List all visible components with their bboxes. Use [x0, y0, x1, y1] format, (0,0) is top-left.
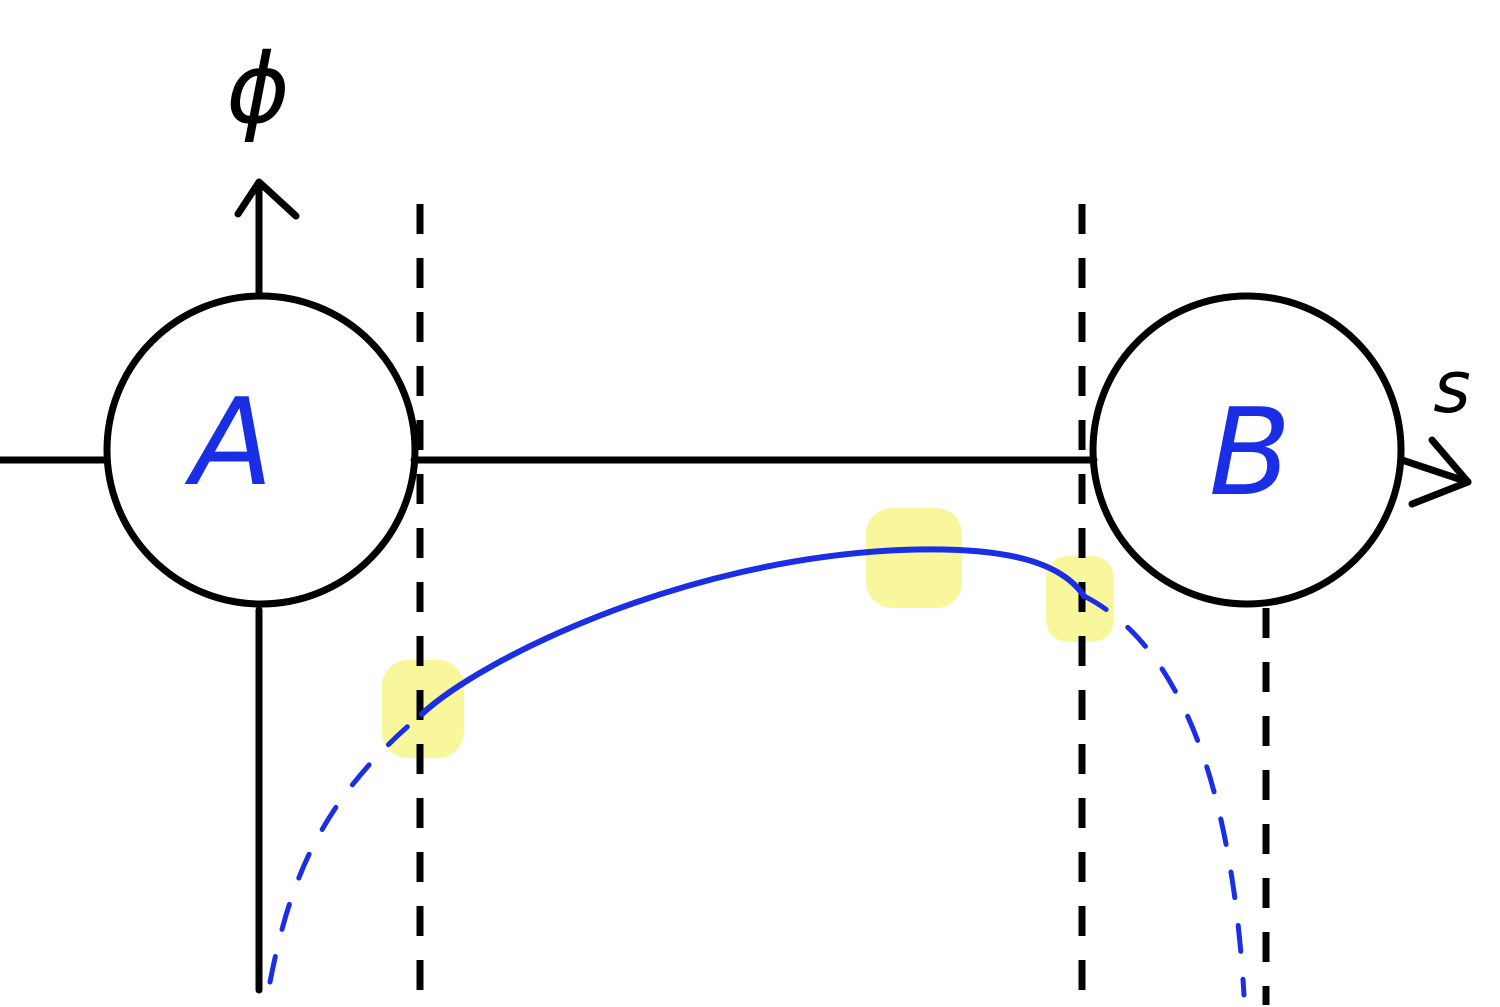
horizontal-axis-line-right [1398, 456, 1472, 486]
profile-curve [267, 546, 1247, 998]
horizontal-axis-label: s [1433, 345, 1471, 429]
node-b: B [1089, 292, 1405, 608]
horizontal-axis: s [0, 345, 1472, 508]
profile-curve-solid [419, 546, 1087, 717]
highlight-marker-peak [866, 508, 962, 608]
vertical-axis-label: ϕ [226, 33, 289, 145]
boundary-guides [416, 204, 1270, 1005]
node-b-circle [1089, 292, 1405, 608]
profile-curve-right-extension [1081, 593, 1247, 998]
node-a-circle [103, 292, 419, 608]
node-a-label: A [184, 374, 273, 513]
horizontal-axis-arrowhead [1408, 436, 1472, 508]
vertical-axis: ϕ [226, 33, 300, 994]
vertical-axis-arrowhead [234, 178, 300, 220]
node-a: A [103, 292, 419, 608]
highlight-markers [382, 508, 1114, 758]
node-b-label: B [1209, 384, 1291, 523]
